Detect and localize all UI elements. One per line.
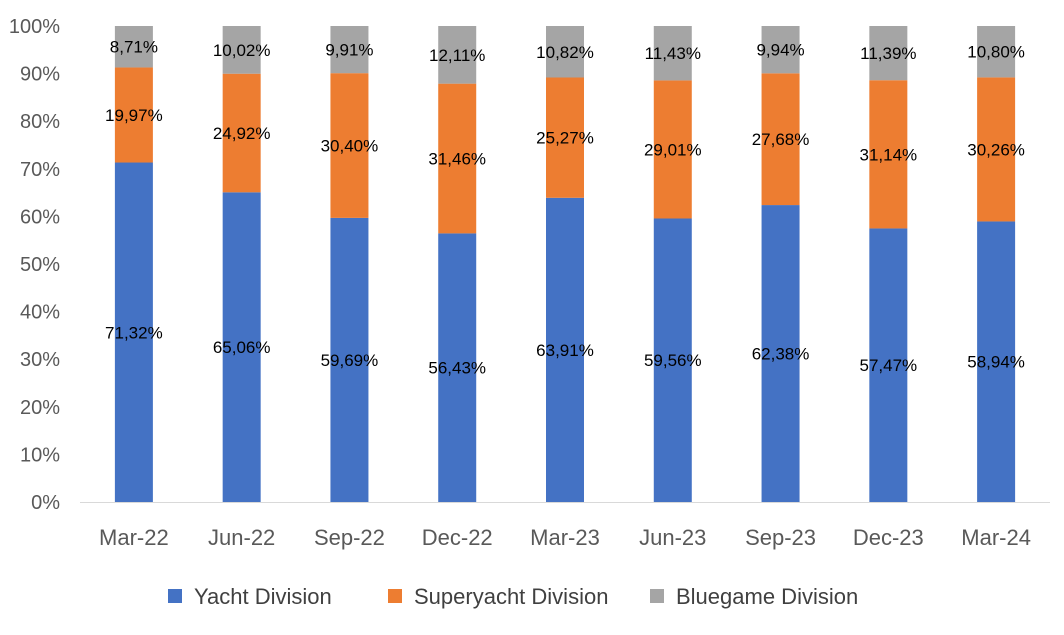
legend-swatch [388, 589, 402, 603]
bar-segment-3-7 [761, 26, 800, 74]
x-tick-label: Sep-22 [314, 525, 385, 550]
data-label-2-1: 19,97% [105, 106, 163, 125]
y-tick-label: 40% [20, 302, 60, 324]
data-label-3-2: 10,02% [213, 41, 271, 60]
y-axis: 0% 10% 20% 30% 40% 50% 60% 70% 80% 90% 100% [9, 16, 60, 514]
x-axis: Mar-22 Jun-22 Sep-22 Dec-22 Mar-23 Jun-23 Sep-… [80, 502, 1050, 550]
bar-segment-2-4 [438, 83, 477, 234]
data-label-1-6: 59,56% [644, 351, 702, 370]
x-tick-label: Jun-22 [208, 525, 275, 550]
data-label-1-1: 71,32% [105, 323, 163, 342]
legend-swatch [650, 589, 664, 603]
y-tick-label: 0% [31, 492, 60, 514]
y-tick-label: 90% [20, 64, 60, 86]
x-tick-label: Mar-23 [530, 525, 600, 550]
bar-segment-1-1 [114, 162, 153, 503]
bar-segment-3-9 [977, 26, 1016, 78]
x-tick-label: Dec-22 [422, 525, 493, 550]
data-label-2-9: 30,26% [967, 140, 1025, 159]
bar-segment-2-5 [546, 77, 584, 198]
bar-segment-2-7 [761, 73, 800, 206]
bar-segment-3-8 [869, 26, 908, 81]
data-label-2-6: 29,01% [644, 140, 702, 159]
data-label-3-6: 11,43% [645, 44, 701, 63]
data-label-3-7: 9,94% [756, 41, 804, 60]
data-label-3-9: 10,80% [967, 43, 1025, 62]
data-label-3-3: 9,91% [325, 41, 373, 60]
data-label-1-7: 62,38% [752, 345, 810, 364]
x-tick-label: Mar-24 [961, 525, 1031, 550]
data-label-1-9: 58,94% [967, 353, 1025, 372]
bar-segment-3-2 [222, 26, 261, 74]
y-tick-label: 100% [9, 16, 60, 38]
bar-segment-1-5 [546, 197, 584, 503]
bar-segment-2-8 [869, 80, 908, 229]
y-tick-label: 10% [20, 444, 60, 466]
x-tick-label: Jun-23 [639, 525, 706, 550]
legend: Yacht Division Superyacht Division Bluegam… [168, 584, 858, 609]
bar-segment-1-3 [330, 217, 369, 502]
data-label-3-4: 12,11% [429, 46, 485, 65]
data-label-1-5: 63,91% [536, 341, 594, 360]
plot-area [114, 26, 1016, 503]
bar-segment-3-5 [546, 26, 584, 78]
legend-label: Bluegame Division [676, 584, 858, 609]
data-label-3-5: 10,82% [536, 43, 594, 62]
data-label-2-7: 27,68% [752, 130, 810, 149]
bar-segment-3-4 [438, 26, 477, 84]
bar-segment-2-2 [222, 73, 261, 193]
bar-segment-1-7 [761, 205, 800, 502]
x-tick-label: Sep-23 [745, 525, 816, 550]
y-tick-label: 20% [20, 397, 60, 419]
x-tick-label: Dec-23 [853, 525, 924, 550]
bar-segment-1-2 [222, 192, 261, 503]
data-label-1-8: 57,47% [859, 356, 917, 375]
legend-swatch [168, 589, 182, 603]
data-label-2-4: 31,46% [428, 150, 486, 169]
data-label-2-3: 30,40% [321, 137, 379, 156]
data-label-1-4: 56,43% [428, 359, 486, 378]
bar-segment-2-6 [653, 80, 692, 219]
bar-segment-3-1 [114, 26, 153, 68]
data-label-1-2: 65,06% [213, 338, 271, 357]
data-label-2-8: 31,14% [859, 145, 917, 164]
data-label-1-3: 59,69% [321, 351, 379, 370]
bar-segment-3-3 [330, 26, 369, 74]
bar-segment-2-3 [330, 73, 369, 218]
bar-segment-2-1 [114, 67, 153, 163]
bar-segment-1-8 [869, 228, 908, 502]
data-label-2-2: 24,92% [213, 124, 271, 143]
bar-segment-1-6 [653, 218, 692, 503]
bar-segment-2-9 [977, 77, 1016, 222]
bar-segment-1-9 [977, 221, 1016, 502]
x-tick-label: Mar-22 [99, 525, 169, 550]
y-tick-label: 60% [20, 206, 60, 228]
bar-segment-3-6 [653, 26, 692, 81]
legend-label: Yacht Division [194, 584, 332, 609]
y-tick-label: 30% [20, 349, 60, 371]
data-label-3-1: 8,71% [110, 38, 158, 57]
data-label-2-5: 25,27% [536, 129, 594, 148]
data-label-3-8: 11,39% [860, 44, 916, 63]
bar-segment-1-4 [438, 233, 477, 503]
y-tick-label: 70% [20, 159, 60, 181]
y-tick-label: 50% [20, 254, 60, 276]
legend-label: Superyacht Division [414, 584, 608, 609]
y-tick-label: 80% [20, 111, 60, 133]
data-labels: 71,32% 19,97% 8,71% 65,06% 24,92% 10,02% 59,69… [105, 38, 1025, 378]
